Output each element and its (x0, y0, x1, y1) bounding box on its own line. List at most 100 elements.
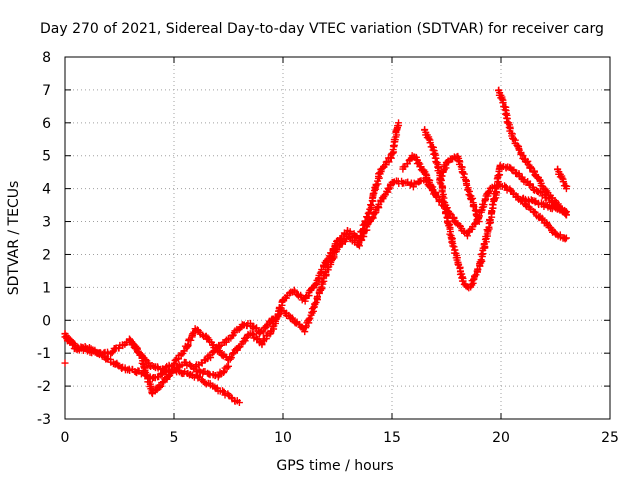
data-point (118, 365, 126, 373)
y-tick-label: 3 (42, 215, 51, 231)
data-point (561, 235, 569, 243)
data-point (285, 289, 293, 297)
data-point (157, 382, 165, 390)
data-point (484, 188, 492, 196)
data-point (470, 220, 478, 228)
y-tick-label: 5 (42, 149, 51, 165)
data-point (415, 159, 423, 167)
data-point (187, 336, 195, 344)
x-axis-ticks: 0 5 10 15 20 25 (61, 57, 619, 446)
data-point (169, 361, 177, 369)
data-point (484, 226, 492, 234)
data-point (498, 95, 506, 103)
y-tick-label: 0 (42, 313, 51, 329)
data-point (449, 242, 457, 250)
y-tick-label: 4 (42, 182, 51, 198)
data-point (558, 174, 566, 182)
data-point (220, 367, 228, 375)
series-track-5 (399, 152, 570, 243)
x-tick-label: 20 (492, 430, 510, 446)
data-point (432, 192, 440, 200)
series-track-3 (126, 119, 403, 374)
data-point (259, 328, 267, 336)
data-point (290, 286, 298, 294)
data-point (499, 99, 507, 107)
series-track-10 (519, 194, 570, 216)
data-point (364, 209, 372, 217)
series-track-7 (436, 152, 483, 226)
grid (65, 57, 610, 419)
data-point (367, 201, 375, 209)
data-point (562, 234, 570, 242)
data-point (421, 170, 429, 178)
series-track-6 (421, 126, 570, 292)
y-tick-label: 8 (42, 50, 51, 66)
y-tick-label: 7 (42, 83, 51, 99)
data-point (501, 110, 509, 118)
y-tick-label: -3 (37, 412, 51, 428)
chart-title: Day 270 of 2021, Sidereal Day-to-day VTE… (40, 21, 604, 37)
data-point (474, 266, 482, 274)
data-point (529, 186, 537, 194)
data-point (69, 341, 77, 349)
data-marks (61, 86, 571, 407)
data-point (480, 201, 488, 209)
x-tick-label: 10 (274, 430, 292, 446)
data-point (318, 278, 326, 286)
x-tick-label: 5 (170, 430, 179, 446)
data-point (158, 379, 166, 387)
data-point (275, 311, 283, 319)
data-point (305, 315, 313, 323)
data-point (494, 172, 502, 180)
data-point (199, 331, 207, 339)
plot-frame (64, 56, 611, 420)
data-point (108, 349, 116, 357)
series-track-8 (495, 86, 570, 219)
x-axis-label: GPS time / hours (276, 458, 393, 474)
data-point (380, 192, 388, 200)
data-point (475, 218, 483, 226)
data-point (229, 350, 237, 358)
data-point (134, 347, 142, 355)
series-outlier (61, 359, 69, 367)
data-point (328, 255, 336, 263)
y-axis-label: SDTVAR / TECUs (6, 181, 22, 296)
data-point (313, 293, 321, 301)
data-point (358, 236, 366, 244)
data-point (376, 169, 384, 177)
data-point (562, 208, 570, 216)
data-point (524, 157, 532, 165)
data-point (142, 356, 150, 364)
data-point (439, 197, 447, 205)
data-point (225, 362, 232, 370)
data-point (210, 348, 218, 356)
x-tick-label: 0 (61, 430, 70, 446)
data-point (61, 359, 69, 367)
data-point (425, 135, 433, 143)
data-point (455, 157, 463, 165)
y-tick-label: 2 (42, 247, 51, 263)
y-axis-ticks: -3 -2 -1 0 1 2 3 4 5 6 7 8 (37, 50, 610, 428)
data-point (446, 230, 454, 238)
data-point (389, 142, 397, 150)
data-point (262, 322, 270, 330)
data-point (478, 250, 486, 258)
y-tick-label: -2 (37, 379, 51, 395)
data-point (301, 328, 309, 336)
data-point (438, 172, 446, 180)
series-track-9 (554, 165, 571, 193)
data-point (426, 139, 434, 147)
series-track-4 (192, 174, 440, 371)
y-tick-label: 1 (42, 280, 51, 296)
data-point (459, 169, 467, 177)
data-point (559, 178, 567, 186)
data-point (395, 119, 403, 127)
data-point (351, 237, 359, 245)
data-point (367, 202, 375, 210)
data-point (235, 399, 243, 407)
data-point (440, 202, 448, 210)
data-point (227, 354, 235, 362)
data-point (142, 371, 150, 379)
y-tick-label: -1 (37, 346, 51, 362)
